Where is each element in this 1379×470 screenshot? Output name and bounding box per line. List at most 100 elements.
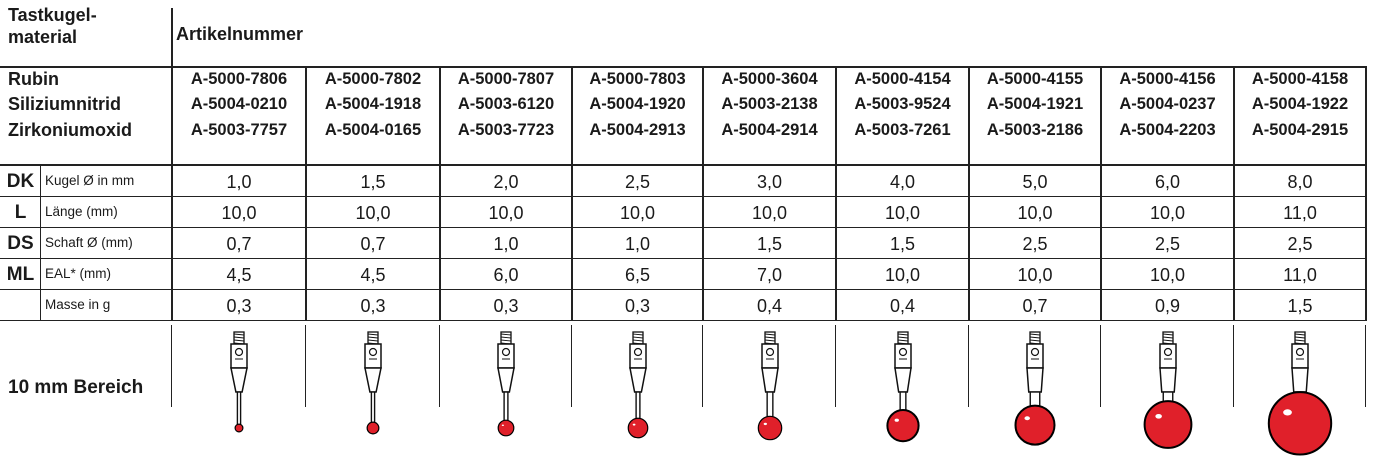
param-value: 0,3 [624, 296, 651, 316]
param-value: 10,0 [619, 203, 656, 223]
param-value: 0,3 [226, 296, 252, 316]
param-value: 4,0 [889, 172, 916, 192]
param-abbreviation: DK [6, 171, 35, 192]
param-label: EAL* (mm) [45, 266, 112, 281]
param-value: 0,4 [889, 296, 916, 316]
param-row-line [0, 196, 1366, 198]
article-number: A-5000-4154 [854, 69, 951, 88]
article-number: A-5000-7807 [457, 69, 555, 88]
header-rule [0, 66, 1366, 68]
param-label: Masse in g [45, 297, 111, 312]
param-value: 7,0 [756, 265, 783, 285]
stylus-ball-icon [230, 331, 248, 433]
param-label: Kugel Ø in mm [45, 173, 135, 188]
image-column-tick [305, 325, 307, 407]
stylus-ball-icon [1267, 331, 1333, 456]
article-number: A-5004-1921 [986, 94, 1084, 113]
param-value: 2,5 [1022, 234, 1048, 254]
param-abbreviation: DS [7, 233, 34, 254]
article-number: A-5004-2915 [1251, 121, 1349, 139]
param-value: 11,0 [1283, 265, 1317, 285]
param-value: 10,0 [1017, 265, 1053, 285]
stylus-ball-icon [497, 331, 515, 437]
article-number: A-5004-1922 [1251, 94, 1349, 113]
stylus-ball-icon [364, 331, 382, 435]
article-number: A-5003-9524 [854, 94, 951, 113]
material-name: Siliziumnitrid [8, 93, 122, 114]
param-abbreviation: L [14, 202, 27, 223]
param-value: 10,0 [1017, 203, 1053, 223]
param-value: 4,5 [226, 265, 252, 285]
article-column-line [571, 66, 573, 321]
param-value: 2,5 [1287, 234, 1313, 254]
article-number: A-5003-7723 [457, 121, 555, 139]
param-value: 1,5 [756, 234, 783, 254]
image-column-tick [571, 325, 573, 407]
article-number: A-5004-1920 [589, 94, 686, 113]
image-column-tick [171, 325, 173, 407]
image-column-tick [1100, 325, 1102, 407]
article-number: A-5003-6120 [457, 94, 555, 113]
param-value: 2,0 [493, 172, 519, 192]
article-number: A-5004-1918 [324, 94, 422, 113]
article-number: A-5003-2138 [721, 94, 818, 113]
article-number: A-5000-7803 [589, 69, 686, 88]
param-value: 0,7 [226, 234, 252, 254]
param-value: 2,5 [624, 172, 651, 192]
stylus-ball-icon [1014, 331, 1056, 446]
param-row-line [0, 258, 1366, 260]
article-number: A-5003-7757 [190, 121, 288, 139]
param-value: 10,0 [751, 203, 788, 223]
param-value: 11,0 [1283, 203, 1317, 223]
article-column-line [1365, 66, 1367, 321]
param-value: 0,4 [756, 296, 783, 316]
param-label: Schaft Ø (mm) [45, 235, 133, 250]
stylus-ball-icon [1143, 331, 1192, 449]
article-number: A-5000-3604 [721, 69, 818, 88]
image-column-tick [968, 325, 970, 407]
stylus-ball-icon [627, 331, 648, 439]
article-number: A-5000-4158 [1251, 69, 1349, 88]
range-label: 10 mm Bereich [8, 377, 144, 398]
param-value: 6,0 [493, 265, 519, 285]
article-column-line [1233, 66, 1235, 321]
param-value: 0,7 [1022, 296, 1048, 316]
stylus-ball-icon [885, 331, 920, 443]
abbr-column-line [40, 166, 42, 321]
stylus-ball-icon [757, 331, 782, 441]
param-value: 1,0 [493, 234, 519, 254]
article-number: A-5000-4156 [1119, 69, 1216, 88]
param-value: 10,0 [221, 203, 257, 223]
article-column-line [439, 66, 441, 321]
image-column-tick [439, 325, 441, 407]
param-value: 4,5 [360, 265, 386, 285]
article-column-line [1100, 66, 1102, 321]
article-column-line [968, 66, 970, 321]
article-number: A-5000-4155 [986, 69, 1084, 88]
article-column-line [835, 66, 837, 321]
param-value: 0,7 [360, 234, 386, 254]
material-name: Rubin [8, 68, 59, 89]
image-column-tick [1365, 325, 1367, 407]
param-value: 10,0 [355, 203, 391, 223]
image-column-tick [702, 325, 704, 407]
article-number-header: Artikelnummer [176, 24, 304, 44]
article-number: A-5004-0237 [1119, 94, 1216, 113]
param-value: 1,5 [360, 172, 386, 192]
article-number: A-5000-7802 [324, 69, 422, 88]
article-number: A-5004-2914 [721, 121, 818, 139]
param-value: 10,0 [1149, 265, 1186, 285]
param-row-line [0, 289, 1366, 291]
material-header: Tastkugel- material [8, 5, 97, 47]
param-value: 1,5 [889, 234, 916, 254]
param-value: 10,0 [1149, 203, 1186, 223]
article-number: A-5004-0210 [190, 94, 288, 113]
param-value: 1,0 [226, 172, 252, 192]
article-number: A-5004-0165 [324, 121, 422, 139]
article-column-line [171, 66, 173, 321]
param-value: 0,3 [360, 296, 386, 316]
param-value: 6,0 [1154, 172, 1181, 192]
article-number: A-5004-2913 [589, 121, 686, 139]
article-number: A-5003-2186 [986, 121, 1084, 139]
